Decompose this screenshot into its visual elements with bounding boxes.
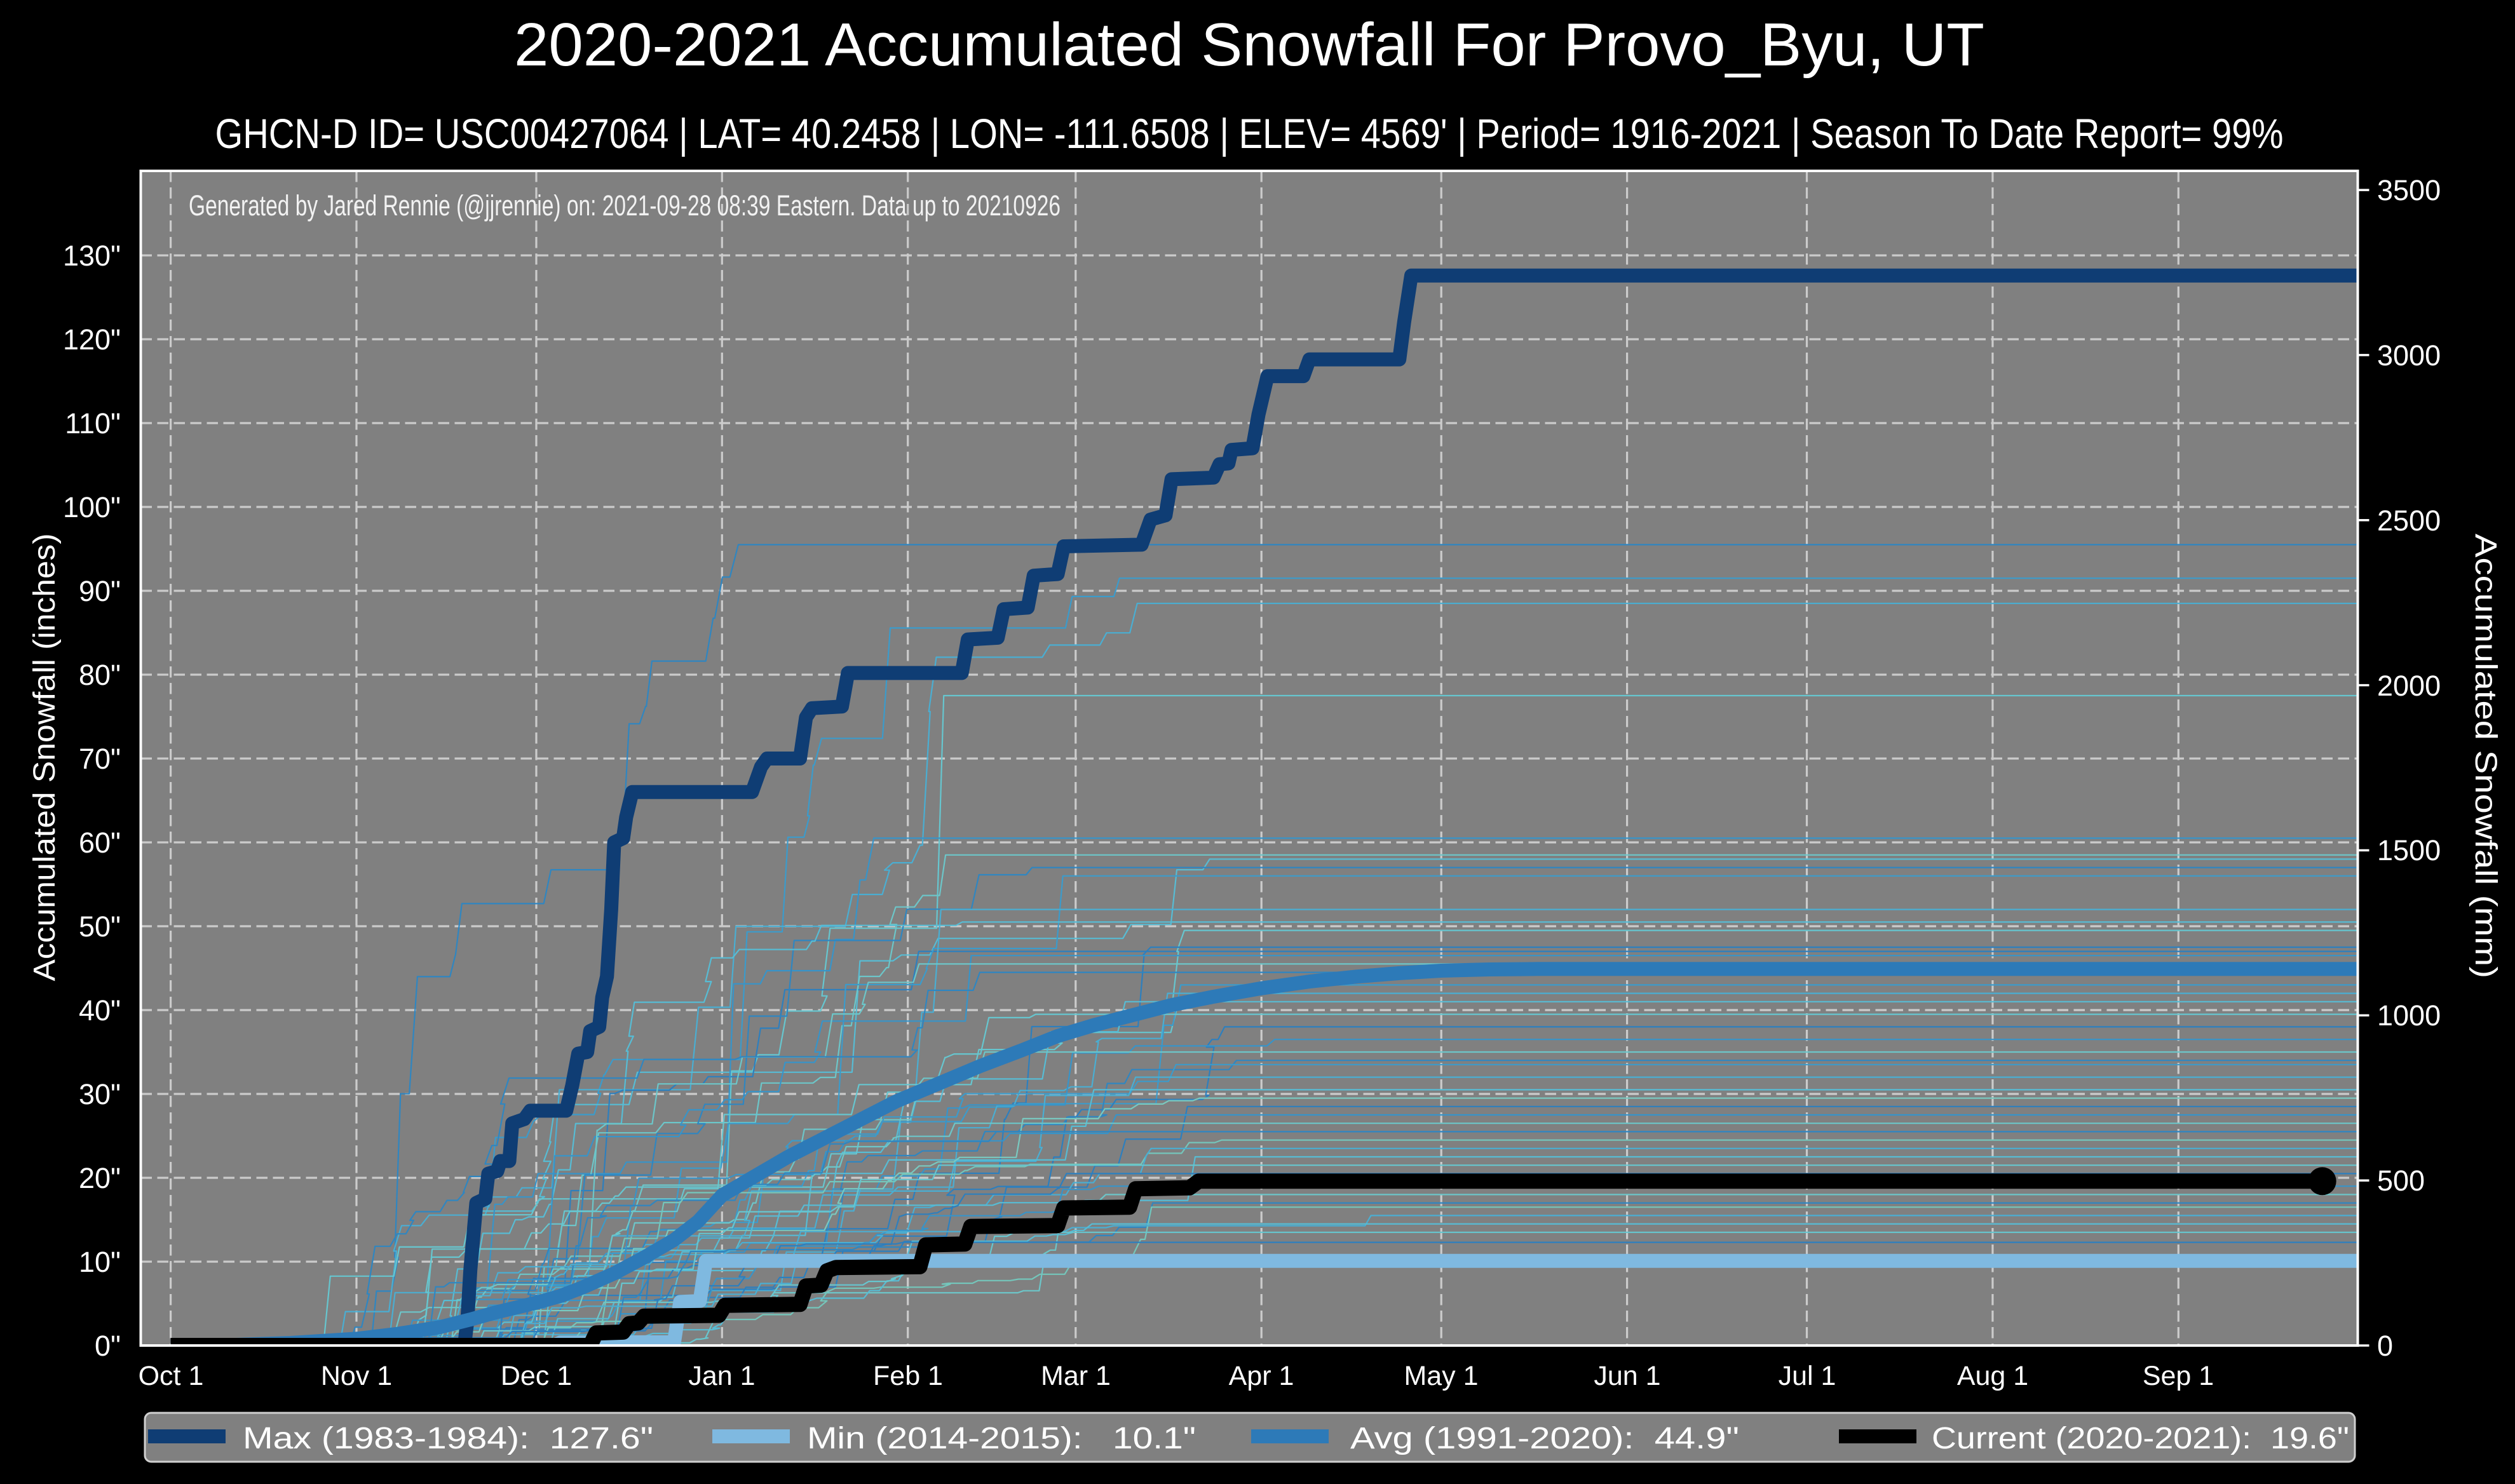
svg-text:May 1: May 1	[1404, 1361, 1478, 1391]
svg-text:Oct 1: Oct 1	[139, 1361, 204, 1391]
svg-text:1000: 1000	[2377, 999, 2441, 1032]
svg-text:3500: 3500	[2377, 174, 2441, 206]
svg-text:Aug 1: Aug 1	[1957, 1361, 2028, 1391]
svg-text:70": 70"	[79, 743, 121, 775]
svg-text:Sep 1: Sep 1	[2143, 1361, 2214, 1391]
svg-text:90": 90"	[79, 575, 121, 607]
svg-text:Mar 1: Mar 1	[1041, 1361, 1111, 1391]
svg-text:500: 500	[2377, 1164, 2425, 1197]
svg-text:Max (1983-1984): 127.6": Max (1983-1984): 127.6"	[243, 1422, 653, 1455]
svg-text:2000: 2000	[2377, 670, 2441, 702]
svg-text:100": 100"	[63, 491, 121, 523]
svg-text:3000: 3000	[2377, 339, 2441, 372]
svg-text:Jul 1: Jul 1	[1779, 1361, 1836, 1391]
svg-text:120": 120"	[63, 323, 121, 356]
svg-text:20": 20"	[79, 1162, 121, 1194]
svg-text:0": 0"	[95, 1330, 121, 1362]
svg-text:Nov 1: Nov 1	[321, 1361, 392, 1391]
svg-text:Dec 1: Dec 1	[501, 1361, 572, 1391]
svg-text:Feb 1: Feb 1	[873, 1361, 943, 1391]
svg-text:2500: 2500	[2377, 504, 2441, 537]
svg-text:Generated by Jared Rennie (@jj: Generated by Jared Rennie (@jjrennie) on…	[189, 189, 1061, 222]
svg-text:2020-2021 Accumulated Snowfall: 2020-2021 Accumulated Snowfall For Provo…	[514, 11, 1984, 79]
svg-text:Apr 1: Apr 1	[1229, 1361, 1294, 1391]
svg-text:GHCN-D ID= USC00427064 | LAT=: GHCN-D ID= USC00427064 | LAT= 40.2458 | …	[215, 110, 2284, 157]
svg-text:Avg (1991-2020): 44.9": Avg (1991-2020): 44.9"	[1350, 1422, 1739, 1455]
svg-text:110": 110"	[65, 407, 121, 440]
svg-text:60": 60"	[79, 826, 121, 859]
svg-text:Accumulated Snowfall (mm): Accumulated Snowfall (mm)	[2469, 534, 2502, 978]
svg-text:40": 40"	[79, 994, 121, 1027]
svg-text:1500: 1500	[2377, 834, 2441, 867]
svg-text:30": 30"	[79, 1078, 121, 1110]
svg-text:0: 0	[2377, 1330, 2393, 1362]
svg-text:130": 130"	[63, 239, 121, 272]
svg-text:Current (2020-2021): 19.6": Current (2020-2021): 19.6"	[1932, 1422, 2349, 1455]
svg-text:Min (2014-2015): 10.1": Min (2014-2015): 10.1"	[807, 1422, 1196, 1455]
svg-text:10": 10"	[79, 1246, 121, 1278]
svg-text:Jan 1: Jan 1	[688, 1361, 755, 1391]
svg-text:80": 80"	[79, 659, 121, 691]
svg-text:50": 50"	[79, 910, 121, 943]
svg-text:Accumulated Snowfall (inches): Accumulated Snowfall (inches)	[28, 534, 62, 981]
svg-text:Jun 1: Jun 1	[1594, 1361, 1660, 1391]
